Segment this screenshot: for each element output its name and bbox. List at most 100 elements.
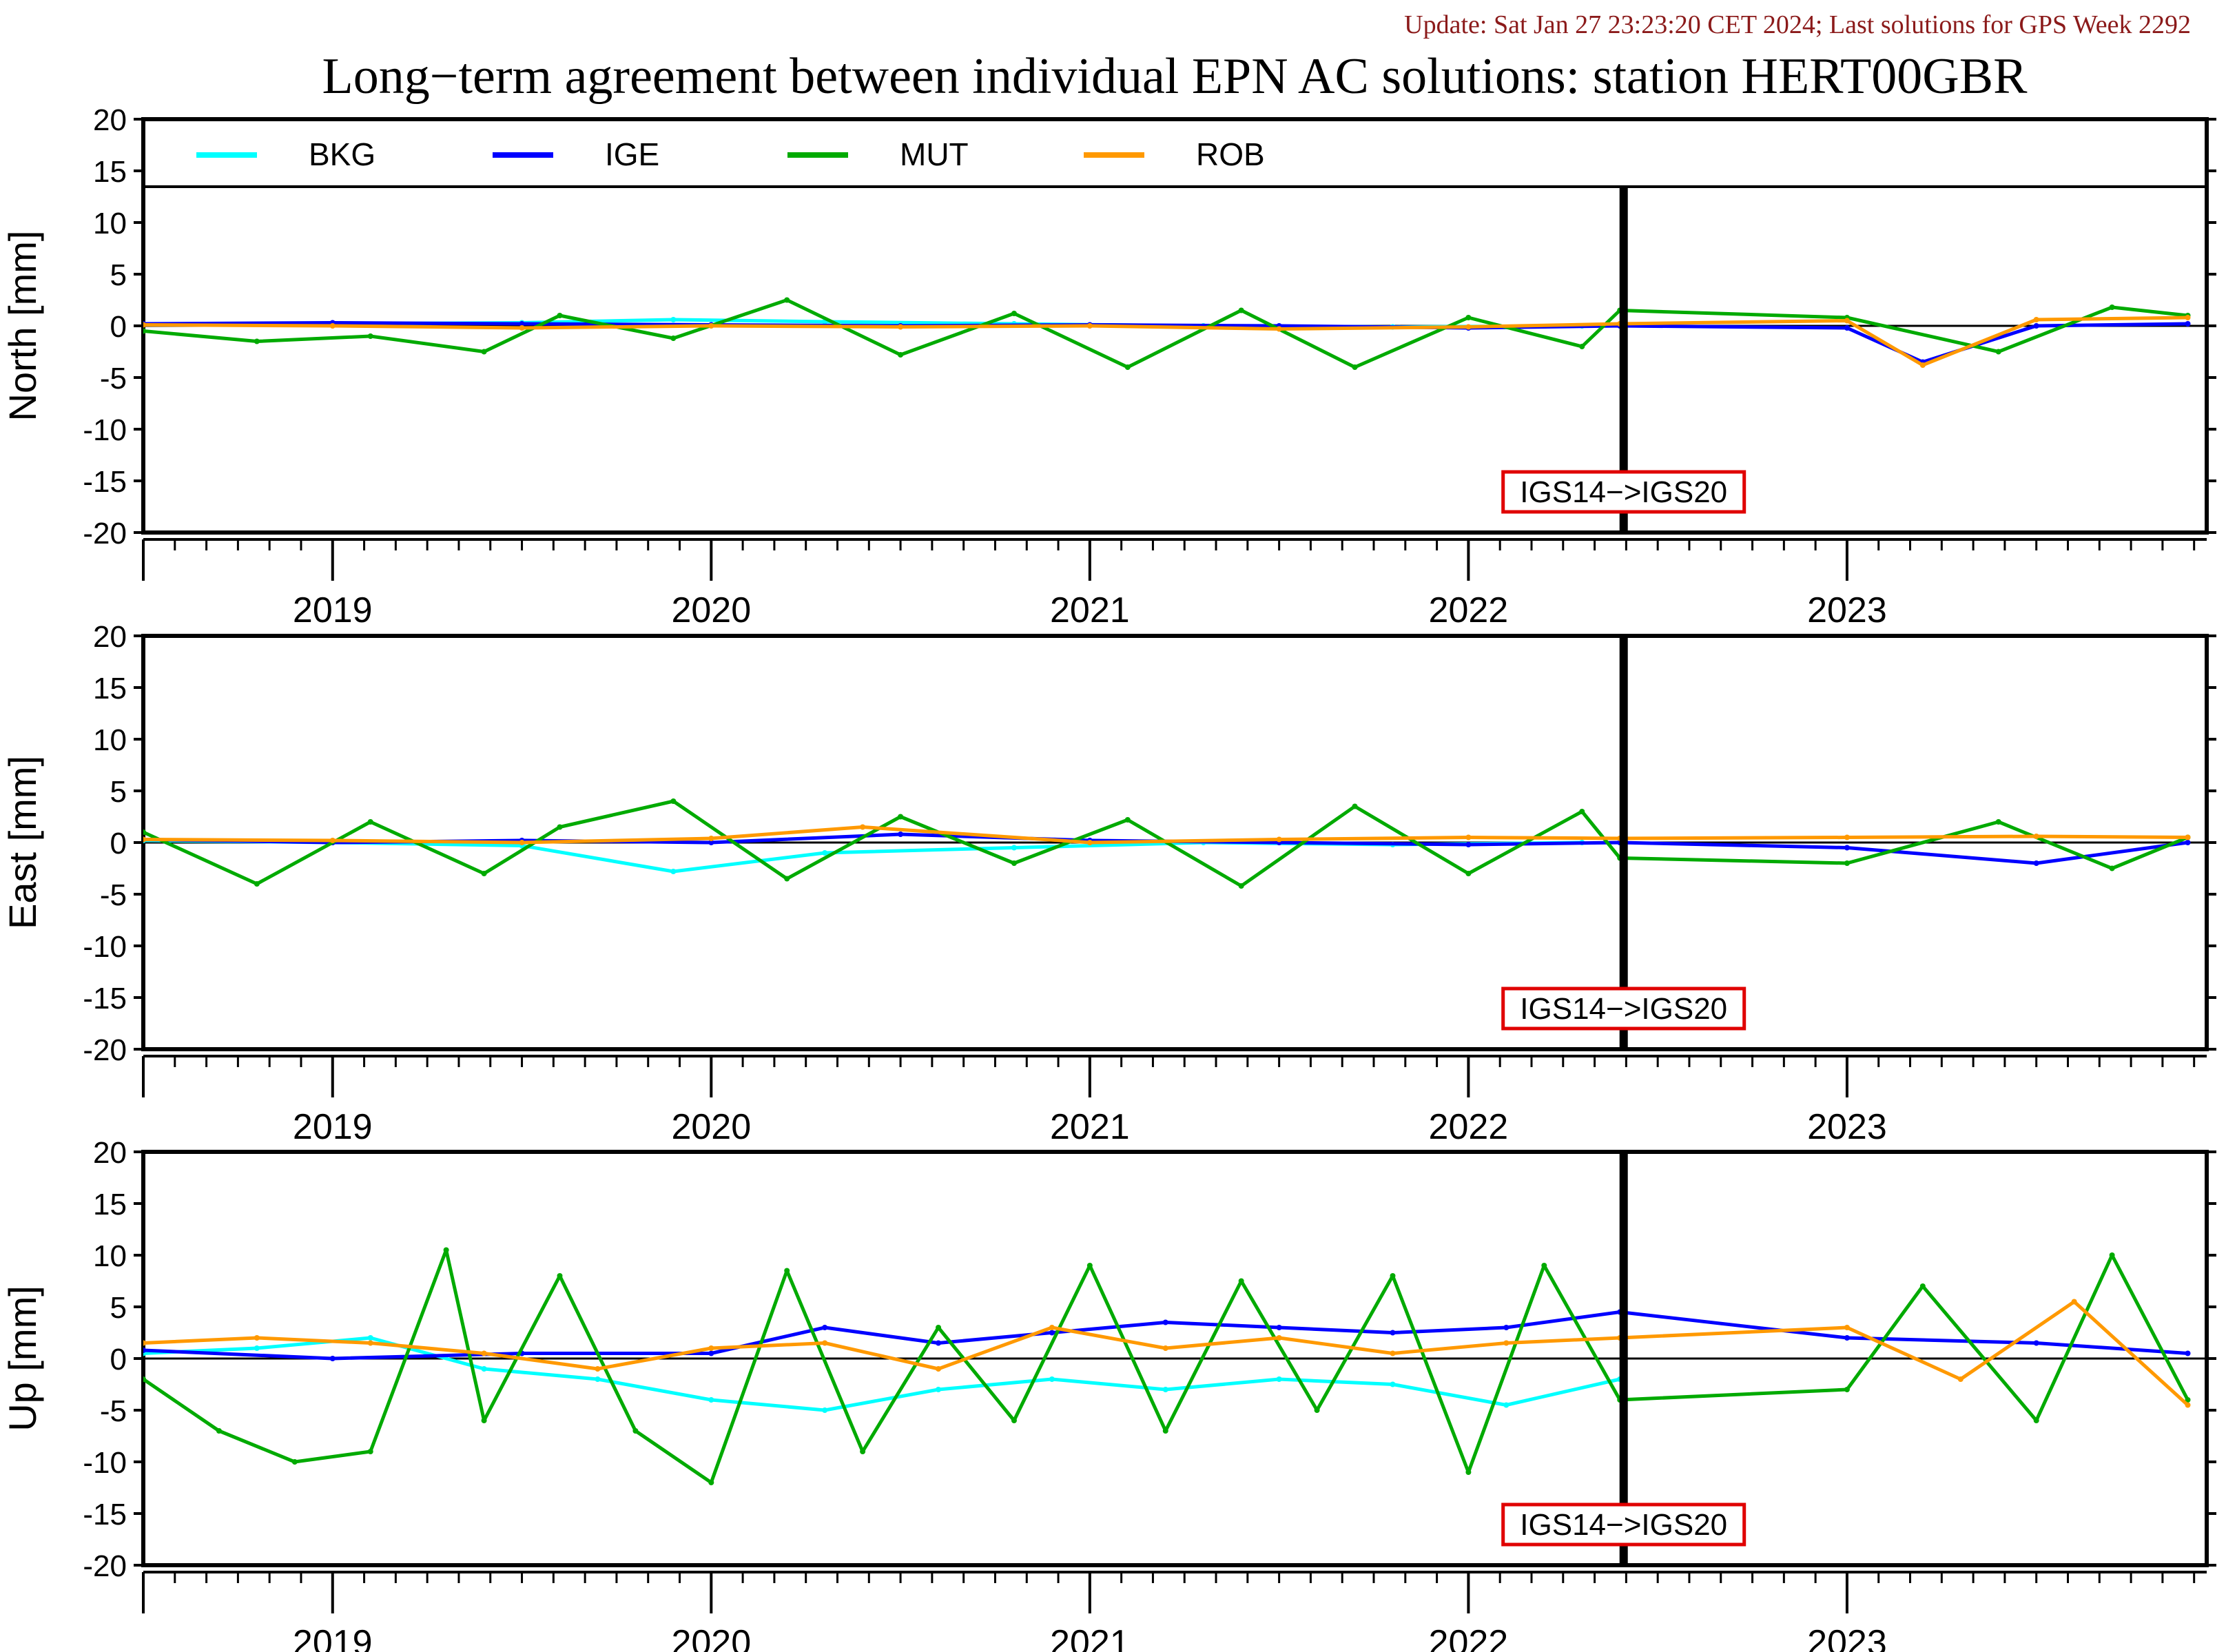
data-point-rob <box>1086 840 1093 845</box>
data-point-mut <box>1579 344 1585 349</box>
data-point-bkg <box>1390 1381 1396 1387</box>
data-point-bkg <box>1011 845 1017 851</box>
data-point-mut <box>2033 1418 2039 1423</box>
data-point-ige <box>898 832 904 837</box>
data-point-mut <box>1995 349 2001 355</box>
y-tick-label: 20 <box>93 103 127 137</box>
data-point-bkg <box>670 317 677 322</box>
data-point-mut <box>481 349 487 355</box>
data-point-bkg <box>708 1397 714 1403</box>
y-tick-label: 10 <box>93 207 127 240</box>
annotation-label: IGS14−>IGS20 <box>1520 475 1727 509</box>
data-point-ige <box>1503 1325 1509 1330</box>
data-point-mut <box>367 333 373 339</box>
data-point-mut <box>1086 1263 1093 1268</box>
legend-label-mut: MUT <box>900 136 969 172</box>
annotation-label: IGS14−>IGS20 <box>1520 992 1727 1026</box>
data-point-ige <box>2185 840 2191 845</box>
data-point-rob <box>822 1340 828 1346</box>
annotation-label: IGS14−>IGS20 <box>1520 1508 1727 1542</box>
x-tick-label: 2020 <box>671 1623 751 1652</box>
data-point-rob <box>143 1340 146 1346</box>
annotation-box <box>1501 987 1746 1031</box>
data-point-mut <box>367 1449 373 1454</box>
y-tick-label: 5 <box>110 258 127 292</box>
y-tick-label: -20 <box>83 517 127 550</box>
data-point-mut <box>1124 817 1131 823</box>
y-tick-label: 15 <box>93 1188 127 1221</box>
x-tick-label: 2020 <box>671 1107 751 1147</box>
data-point-rob <box>2185 1402 2191 1408</box>
data-point-bkg <box>367 1335 373 1341</box>
data-point-ige <box>143 1348 146 1353</box>
data-point-bkg <box>1503 1402 1509 1408</box>
data-point-rob <box>1844 318 1850 324</box>
data-point-mut <box>143 829 146 835</box>
x-tick-label: 2021 <box>1050 590 1130 630</box>
y-tick-label: -15 <box>83 982 127 1015</box>
data-point-ige <box>329 1356 336 1361</box>
data-point-mut <box>254 881 260 887</box>
y-tick-label: -5 <box>100 878 127 912</box>
data-point-rob <box>1503 1340 1509 1346</box>
data-point-mut <box>632 1428 639 1434</box>
x-tick-label: 2019 <box>293 1623 373 1652</box>
data-point-mut <box>784 876 790 882</box>
data-point-ige <box>2185 1350 2191 1356</box>
data-point-rob <box>519 325 525 331</box>
data-point-rob <box>2185 834 2191 840</box>
legend-label-rob: ROB <box>1196 136 1265 172</box>
y-tick-label: 0 <box>110 1343 127 1376</box>
data-point-rob <box>936 1366 942 1372</box>
data-point-mut <box>1919 1283 1926 1289</box>
data-point-rob <box>1919 362 1926 368</box>
data-point-mut <box>1124 364 1131 370</box>
y-tick-label: 10 <box>93 1239 127 1273</box>
data-point-rob <box>367 1340 373 1346</box>
x-tick-label: 2023 <box>1807 1623 1887 1652</box>
data-point-bkg <box>1276 1376 1282 1382</box>
data-point-mut <box>1465 871 1472 876</box>
data-point-mut <box>557 1273 563 1279</box>
series-line-mut <box>143 1248 2189 1485</box>
data-point-rob <box>1049 1325 1055 1330</box>
data-point-rob <box>898 324 904 330</box>
data-point-rob <box>1390 1350 1396 1356</box>
data-point-rob <box>1465 324 1472 330</box>
y-tick-label: 15 <box>93 155 127 189</box>
data-point-rob <box>860 824 866 830</box>
data-point-rob <box>1844 834 1850 840</box>
data-point-rob <box>481 1350 487 1356</box>
y-axis-label: Up [mm] <box>1 1286 44 1432</box>
data-point-rob <box>254 1335 260 1341</box>
data-point-ige <box>1162 1319 1168 1325</box>
data-point-mut <box>216 1428 222 1434</box>
y-tick-label: 20 <box>93 620 127 654</box>
data-point-rob <box>1276 836 1282 843</box>
data-point-mut <box>2185 1397 2191 1403</box>
data-point-ige <box>1276 1325 1282 1330</box>
data-point-bkg <box>254 1345 260 1351</box>
x-tick-label: 2021 <box>1050 1623 1130 1652</box>
data-point-rob <box>1844 1325 1850 1330</box>
series-line-rob <box>143 825 2188 845</box>
data-point-ige <box>1844 845 1850 851</box>
y-tick-label: -20 <box>83 1033 127 1067</box>
data-point-mut <box>1352 364 1358 370</box>
data-point-rob <box>329 323 336 329</box>
data-point-mut <box>1011 860 1017 866</box>
data-point-bkg <box>822 850 828 856</box>
y-tick-label: -5 <box>100 1394 127 1428</box>
x-tick-label: 2022 <box>1429 590 1509 630</box>
x-tick-label: 2022 <box>1429 1623 1509 1652</box>
data-point-rob <box>519 840 525 845</box>
y-tick-label: 0 <box>110 827 127 860</box>
legend-label-bkg: BKG <box>309 136 375 172</box>
x-tick-label: 2023 <box>1807 590 1887 630</box>
y-axis-label: East [mm] <box>1 756 44 929</box>
x-tick-label: 2020 <box>671 590 751 630</box>
data-point-rob <box>1086 323 1093 329</box>
data-point-rob <box>2033 317 2039 322</box>
panel-north: 20 15 10 5 0 -5 -10 -15 -20 North [mm] 2019 2020 202… <box>1 103 2216 630</box>
